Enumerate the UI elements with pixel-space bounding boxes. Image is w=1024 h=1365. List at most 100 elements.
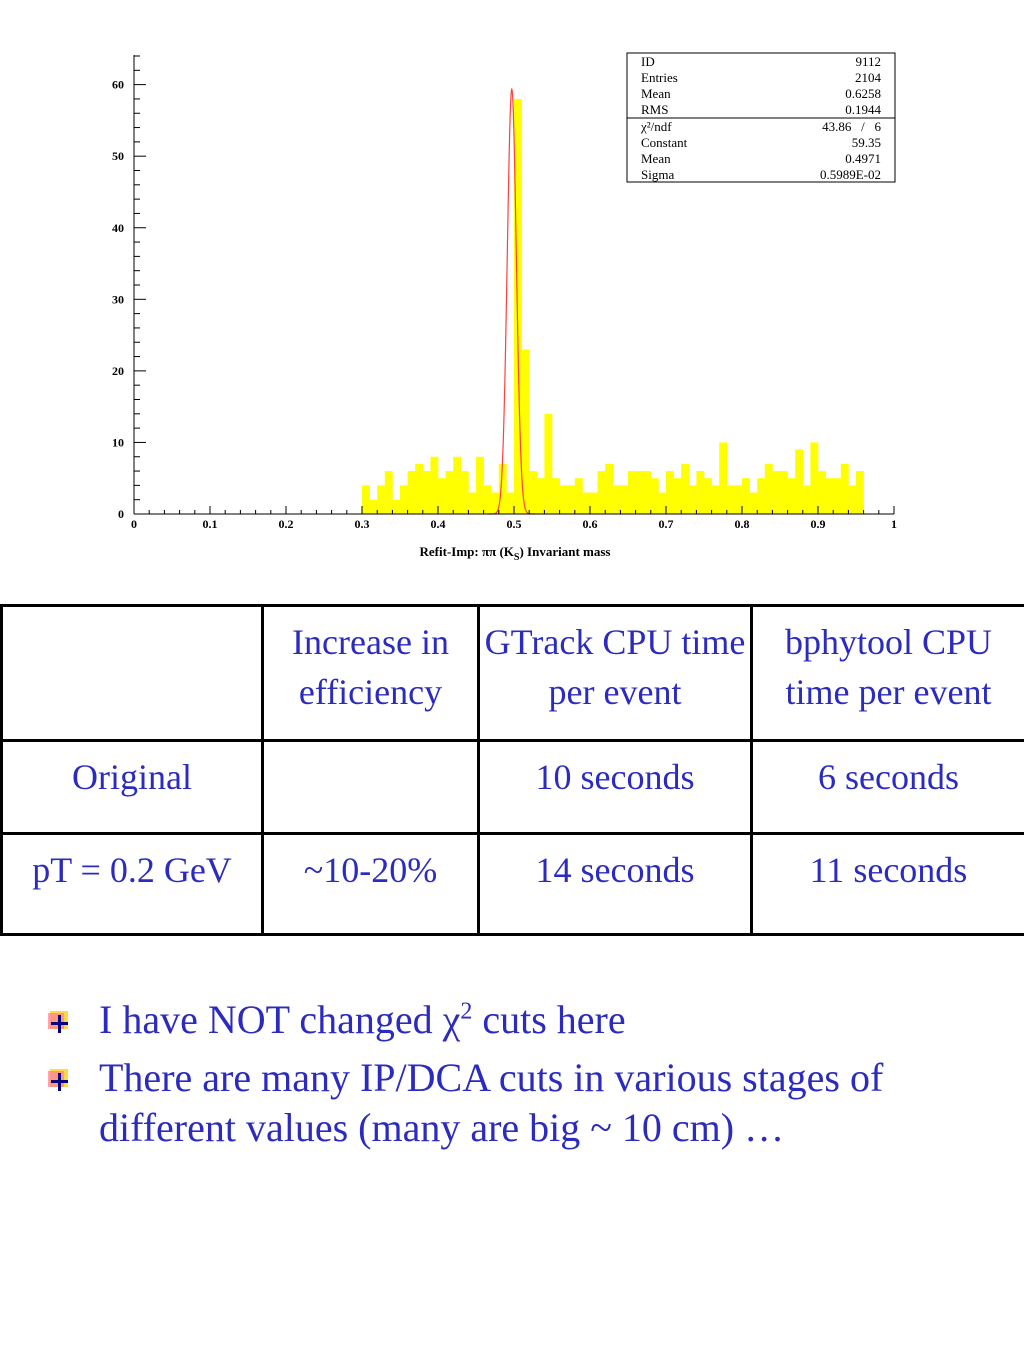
histogram-bar bbox=[521, 349, 530, 514]
cross-bullet-icon bbox=[48, 1069, 68, 1091]
histogram-bar bbox=[483, 485, 492, 514]
bullet-item: I have NOT changed χ2 cuts here bbox=[44, 995, 1004, 1045]
histogram-bar bbox=[529, 471, 538, 514]
histogram-bar bbox=[681, 463, 690, 514]
table-header-cell: bphytool CPU time per event bbox=[750, 604, 1024, 742]
histogram-bar bbox=[369, 499, 378, 514]
histogram-bar bbox=[825, 478, 834, 514]
stat-value-rms: 0.1944 bbox=[845, 102, 881, 117]
histogram-chart: 0 0.1 0.2 0.3 0.4 0.5 0.6 0.7 0.8 0.9 1 0 10 20 30 40 5… bbox=[112, 52, 897, 563]
histogram-bar bbox=[620, 485, 629, 514]
histogram-bar bbox=[377, 485, 386, 514]
histogram-bar bbox=[704, 478, 712, 514]
stat-label-rms: RMS bbox=[641, 102, 668, 117]
histogram-bar bbox=[384, 471, 393, 514]
x-tick-label: 0.6 bbox=[583, 517, 598, 531]
stat-label-entries: Entries bbox=[641, 70, 678, 85]
histogram-bar bbox=[567, 485, 576, 514]
histogram-bar bbox=[544, 413, 553, 514]
histogram-bar bbox=[628, 471, 636, 514]
table-cell: 10 seconds bbox=[477, 739, 753, 835]
histogram-bar bbox=[658, 492, 667, 514]
histogram-bar bbox=[734, 485, 743, 514]
histogram-bar bbox=[400, 485, 408, 514]
histogram-bar bbox=[711, 485, 720, 514]
gaussian-fit-curve bbox=[489, 87, 535, 515]
bullet-text: There are many IP/DCA cuts in various st… bbox=[99, 1055, 884, 1150]
y-tick-label: 30 bbox=[112, 292, 124, 306]
table-header-row: Increase in efficiency GTrack CPU time p… bbox=[0, 604, 1024, 742]
stat-value-sigma: 0.5989E-02 bbox=[820, 167, 881, 182]
histogram-bar bbox=[635, 471, 644, 514]
table-cell: 11 seconds bbox=[750, 832, 1024, 936]
histogram-bar bbox=[559, 485, 568, 514]
table-row: Original 10 seconds 6 seconds bbox=[0, 739, 1024, 835]
histogram-bar bbox=[787, 478, 796, 514]
histogram-bar bbox=[468, 492, 477, 514]
histogram-bar bbox=[643, 471, 652, 514]
table-cell: pT = 0.2 GeV bbox=[0, 832, 264, 936]
x-axis-label-main: Refit-Imp: ππ (K bbox=[420, 544, 515, 559]
histogram-bar bbox=[757, 478, 766, 514]
y-tick-label: 20 bbox=[112, 364, 124, 378]
x-tick-label: 0.7 bbox=[659, 517, 674, 531]
x-axis-label-sub: S bbox=[514, 552, 520, 563]
x-tick-label: 0.5 bbox=[507, 517, 522, 531]
histogram-bar bbox=[612, 485, 621, 514]
histogram-bar bbox=[422, 471, 431, 514]
histogram-bar bbox=[407, 471, 416, 514]
histogram-bar bbox=[688, 485, 697, 514]
histogram-bar bbox=[764, 463, 773, 514]
histogram-bar bbox=[810, 442, 819, 514]
stat-label-constant: Constant bbox=[641, 135, 688, 150]
stat-value-chi2: 43.86 / 6 bbox=[822, 119, 881, 134]
histogram-bar bbox=[749, 492, 758, 514]
table-cell: ~10-20% bbox=[261, 832, 480, 936]
table-cell bbox=[261, 739, 480, 835]
histogram-bar bbox=[438, 478, 446, 514]
histogram-bar bbox=[696, 471, 705, 514]
comparison-table: Increase in efficiency GTrack CPU time p… bbox=[0, 604, 1024, 936]
bullet-text: I have NOT changed χ bbox=[99, 997, 461, 1042]
stat-label-fit-mean: Mean bbox=[641, 151, 671, 166]
histogram-bar bbox=[605, 463, 614, 514]
y-tick-label: 40 bbox=[112, 221, 124, 235]
x-tick-label: 0.9 bbox=[811, 517, 826, 531]
histogram-bar bbox=[582, 492, 591, 514]
histogram-bar bbox=[514, 98, 522, 514]
x-tick-label: 0.1 bbox=[203, 517, 218, 531]
histogram-bar bbox=[574, 478, 583, 514]
y-tick-label: 0 bbox=[118, 507, 124, 521]
x-axis-ticks: 0 0.1 0.2 0.3 0.4 0.5 0.6 0.7 0.8 0.9 1 bbox=[131, 506, 897, 531]
histogram-bar bbox=[597, 471, 606, 514]
histogram-bar bbox=[453, 456, 462, 514]
table-cell: 6 seconds bbox=[750, 739, 1024, 835]
stat-label-id: ID bbox=[641, 54, 655, 69]
histogram-bar bbox=[650, 478, 659, 514]
histogram-bar bbox=[590, 492, 598, 514]
histogram-bar bbox=[666, 471, 674, 514]
histogram-bar bbox=[848, 485, 857, 514]
bullet-superscript: 2 bbox=[460, 998, 473, 1025]
cross-bullet-icon bbox=[48, 1011, 68, 1033]
table-header-cell: GTrack CPU time per event bbox=[477, 604, 753, 742]
stat-label-chi2: χ²/ndf bbox=[640, 119, 672, 134]
y-tick-label: 50 bbox=[112, 149, 124, 163]
histogram-bar bbox=[840, 463, 849, 514]
histogram-bar bbox=[392, 499, 401, 514]
table-header-cell bbox=[0, 604, 264, 742]
histogram-bar bbox=[362, 485, 370, 514]
x-tick-label: 1 bbox=[891, 517, 897, 531]
histogram-bar bbox=[780, 471, 788, 514]
stat-value-id: 9112 bbox=[855, 54, 881, 69]
table-cell: 14 seconds bbox=[477, 832, 753, 936]
stat-value-entries: 2104 bbox=[855, 70, 882, 85]
x-tick-label: 0.2 bbox=[279, 517, 294, 531]
stat-label-sigma: Sigma bbox=[641, 167, 674, 182]
histogram-bar bbox=[415, 463, 424, 514]
histogram-bar bbox=[491, 492, 500, 514]
bullet-list: I have NOT changed χ2 cuts here There ar… bbox=[44, 995, 1004, 1161]
histogram-bar bbox=[445, 471, 454, 514]
bullet-item: There are many IP/DCA cuts in various st… bbox=[44, 1053, 1004, 1153]
histogram-bar bbox=[552, 478, 560, 514]
